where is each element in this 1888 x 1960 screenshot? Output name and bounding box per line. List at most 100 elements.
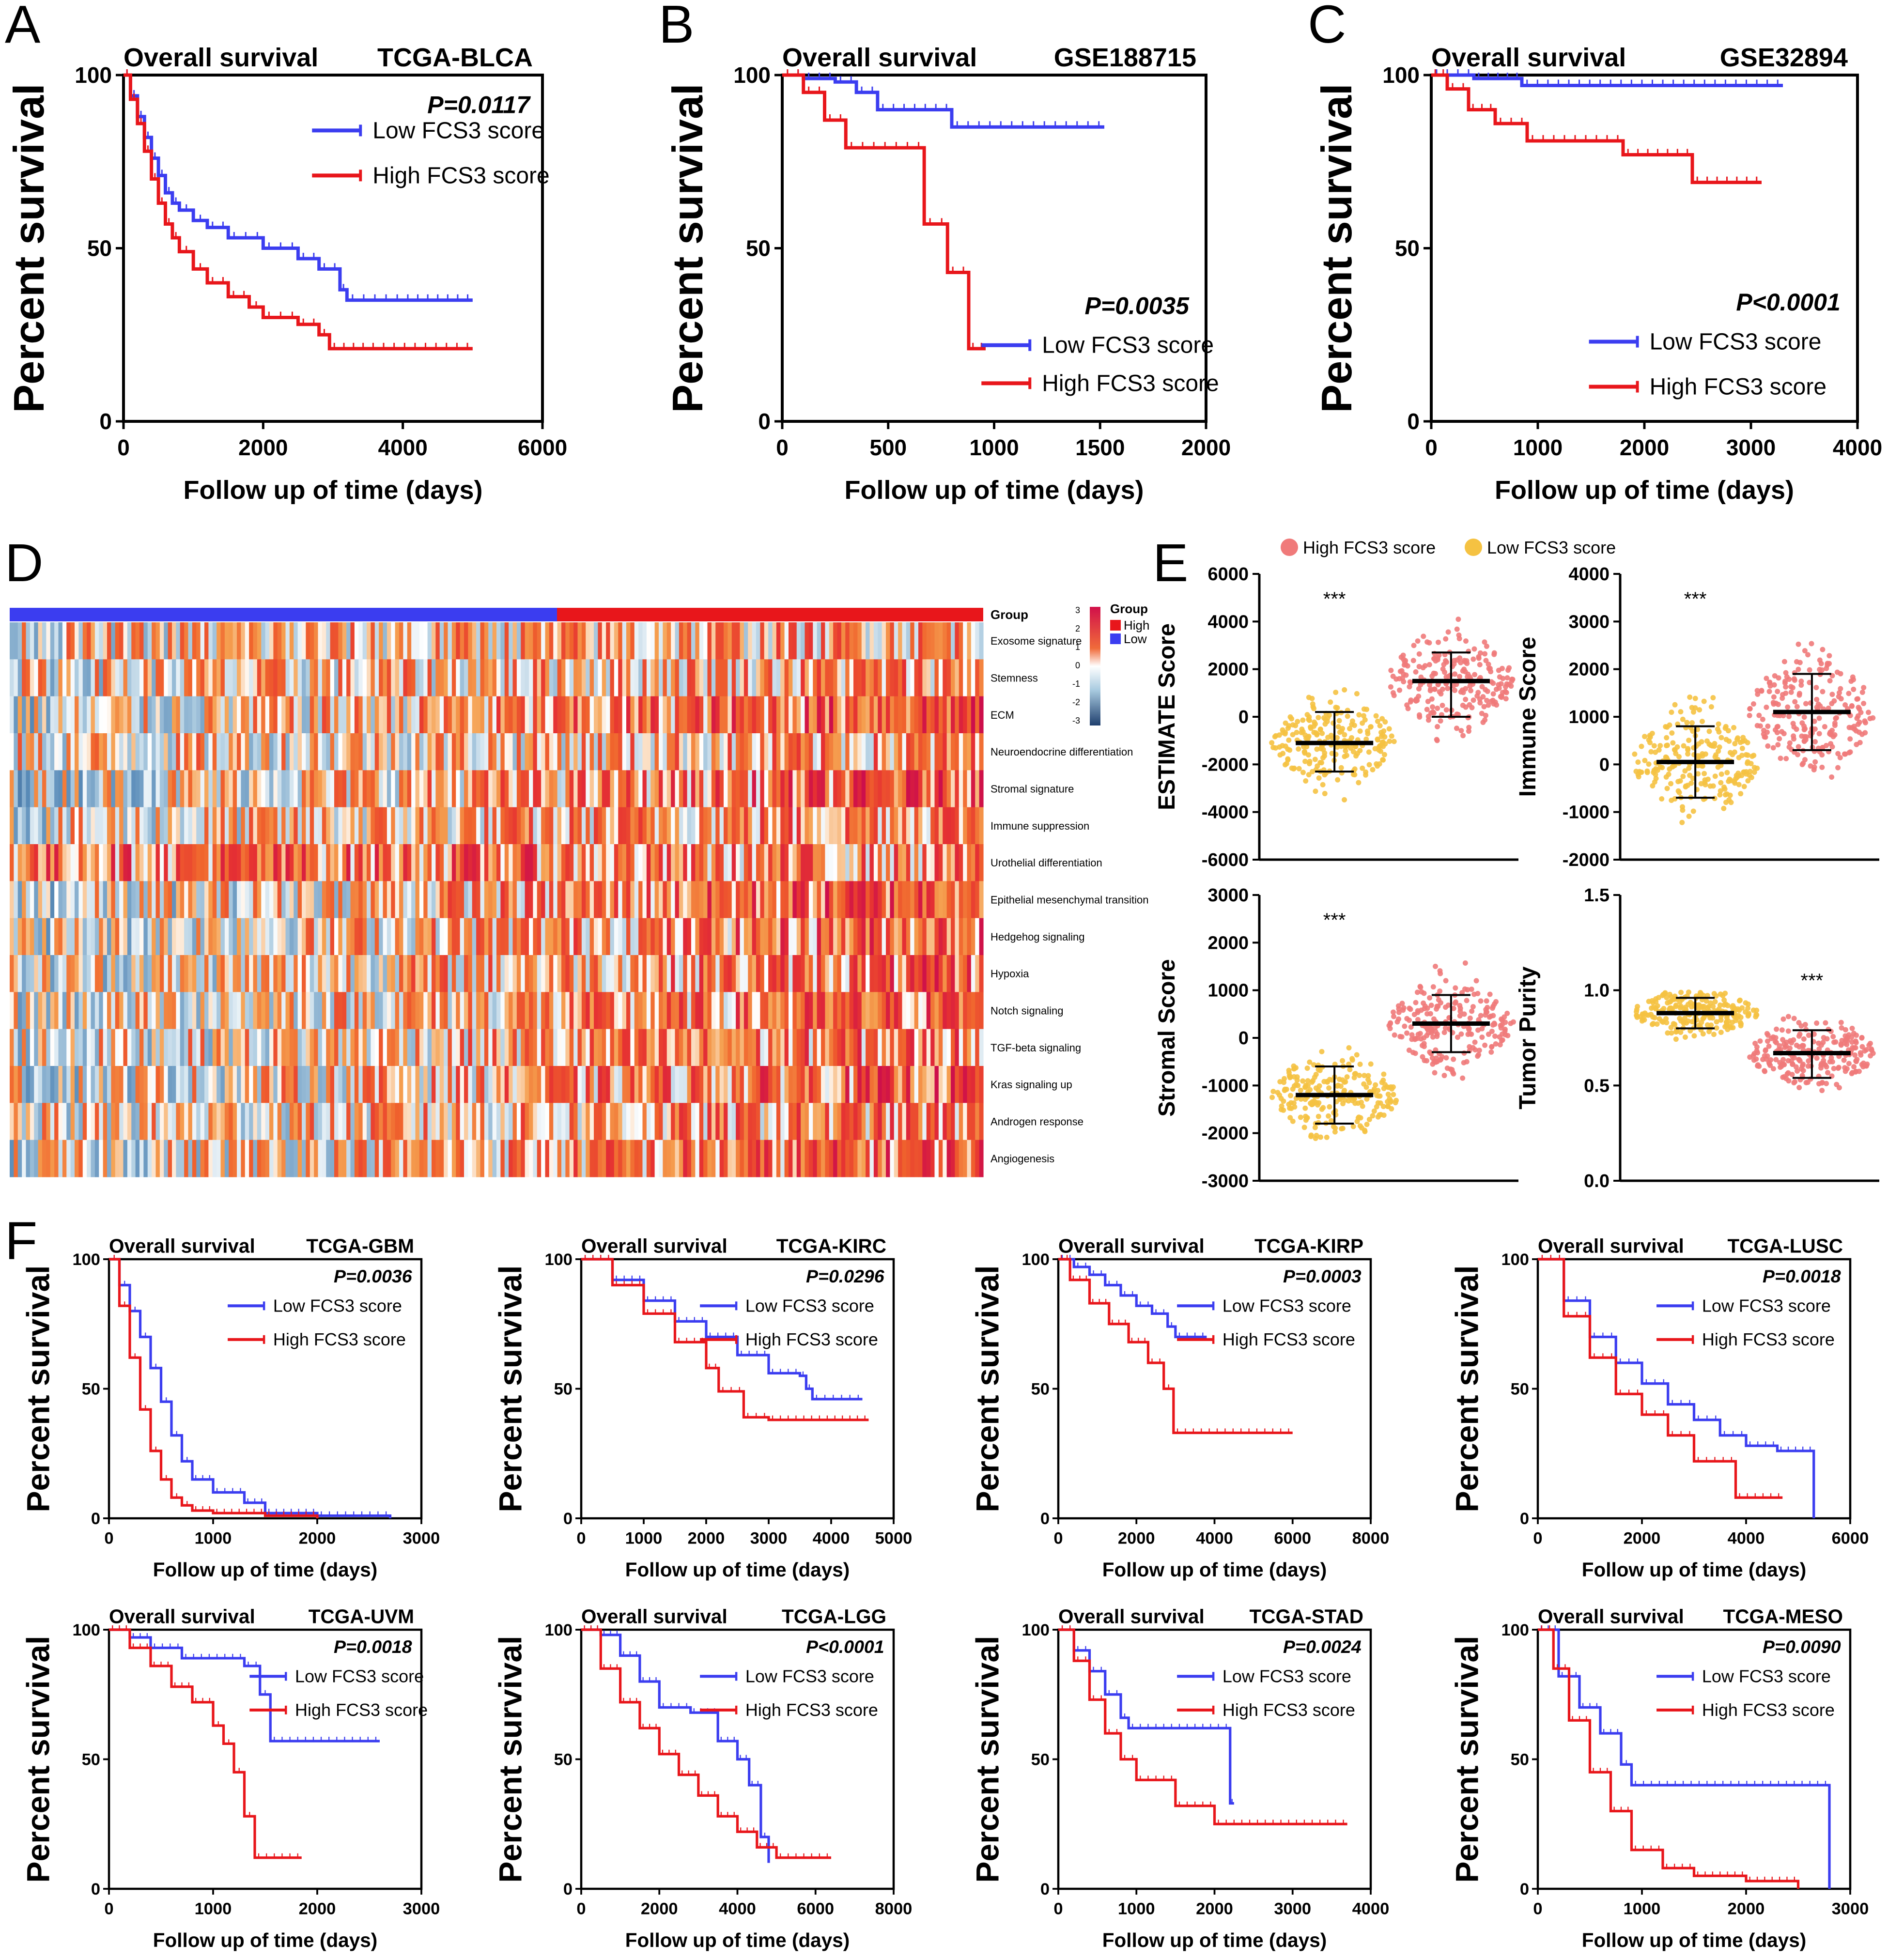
heatmap-cell (934, 844, 939, 881)
heatmap-cell (707, 770, 712, 808)
heatmap-cell (419, 918, 424, 956)
heatmap-cell (14, 955, 18, 992)
heatmap-cell (926, 696, 931, 734)
heatmap-cell (525, 918, 529, 956)
heatmap-cell (367, 733, 371, 771)
heatmap-cell (780, 622, 785, 660)
y-tick-label: 0 (91, 1510, 100, 1528)
heatmap-cell (890, 733, 895, 771)
heatmap-cell (659, 1029, 663, 1066)
data-point (1304, 712, 1310, 718)
heatmap-cell (902, 622, 907, 660)
heatmap-cell (630, 992, 635, 1030)
heatmap-cell (123, 1066, 128, 1103)
heatmap-cell (922, 733, 927, 771)
heatmap-cell (99, 955, 104, 992)
heatmap-cell (306, 622, 310, 660)
x-tick-label: 5000 (875, 1529, 913, 1548)
heatmap-cell (772, 881, 777, 919)
heatmap-cell (38, 622, 43, 660)
heatmap-cell (103, 918, 108, 956)
heatmap-cell (691, 659, 696, 697)
heatmap-cell (42, 992, 46, 1030)
heatmap-cell (468, 955, 473, 992)
heatmap-cell (245, 1103, 249, 1141)
heatmap-cell (314, 1029, 319, 1066)
heatmap-cell (496, 992, 501, 1030)
heatmap-cell (938, 1103, 943, 1141)
heatmap-cell (743, 622, 748, 660)
heatmap-cell (691, 881, 696, 919)
heatmap-cell (589, 992, 594, 1030)
data-point (1389, 733, 1394, 739)
heatmap-cell (172, 659, 176, 697)
heatmap-cell (50, 770, 55, 808)
heatmap-cell (26, 1103, 31, 1141)
heatmap-cell (484, 1029, 489, 1066)
heatmap-cell (314, 844, 319, 881)
heatmap-cell (192, 918, 197, 956)
heatmap-cell (310, 1066, 314, 1103)
heatmap-cell (131, 622, 136, 660)
heatmap-cell (192, 659, 197, 697)
heatmap-cell (374, 733, 379, 771)
heatmap-cell (273, 1029, 278, 1066)
heatmap-cell (569, 659, 574, 697)
heatmap-cell (878, 844, 882, 881)
heatmap-cell (403, 881, 408, 919)
heatmap-cell (464, 918, 468, 956)
heatmap-cell (805, 622, 809, 660)
y-tick-label: 0 (1040, 1880, 1050, 1898)
heatmap-cell (801, 696, 805, 734)
heatmap-cell (959, 1066, 963, 1103)
heatmap-cell (509, 622, 513, 660)
heatmap-cell (135, 659, 140, 697)
heatmap-cell (841, 844, 846, 881)
heatmap-cell (512, 1029, 517, 1066)
survival-curve-low (1058, 1258, 1207, 1339)
heatmap-cell (139, 1140, 144, 1177)
heatmap-cell (963, 733, 968, 771)
heatmap-cell (480, 1140, 485, 1177)
heatmap-cell (306, 1140, 310, 1177)
heatmap-cell (326, 918, 331, 956)
heatmap-cell (634, 1103, 639, 1141)
heatmap-cell (58, 807, 63, 845)
heatmap-cell (362, 955, 367, 992)
heatmap-cell (857, 807, 862, 845)
heatmap-cell (594, 696, 598, 734)
data-point (1306, 761, 1312, 767)
heatmap-cell (890, 696, 895, 734)
heatmap-cell (521, 1140, 526, 1177)
heatmap-cell (229, 992, 233, 1030)
heatmap-cell (500, 733, 505, 771)
heatmap-cell (322, 622, 326, 660)
heatmap-cell (350, 770, 355, 808)
heatmap-cell (30, 918, 34, 956)
heatmap-cell (703, 881, 708, 919)
heatmap-cell (155, 1029, 160, 1066)
heatmap-cell (265, 659, 270, 697)
heatmap-cell (379, 992, 384, 1030)
heatmap-cell (683, 659, 688, 697)
heatmap-cell (821, 1140, 825, 1177)
data-point (1377, 748, 1383, 754)
heatmap-cell (634, 844, 639, 881)
heatmap-cell (180, 1029, 185, 1066)
heatmap-cell (123, 918, 128, 956)
heatmap-cell (683, 844, 688, 881)
heatmap-cell (439, 733, 444, 771)
heatmap-cell (727, 1029, 732, 1066)
heatmap-cell (796, 622, 801, 660)
heatmap-cell (484, 622, 489, 660)
heatmap-cell (111, 622, 116, 660)
heatmap-cell (764, 955, 769, 992)
heatmap-cell (878, 1140, 882, 1177)
heatmap-cell (253, 955, 258, 992)
heatmap-cell (139, 955, 144, 992)
data-point (1342, 754, 1347, 759)
heatmap-cell (38, 918, 43, 956)
data-point (1425, 698, 1431, 704)
heatmap-cell (367, 844, 371, 881)
heatmap-cell (432, 881, 436, 919)
